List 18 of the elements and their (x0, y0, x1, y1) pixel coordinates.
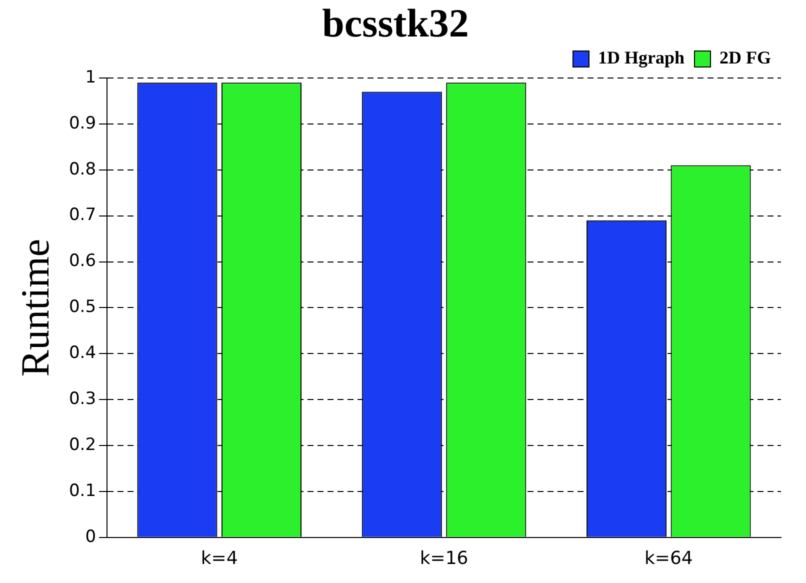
y-tick-label: 0.9 (68, 113, 96, 134)
legend-label: 2D FG (720, 48, 772, 68)
x-tick-label: k=16 (420, 548, 468, 569)
y-tick-label: 0.8 (68, 159, 96, 180)
y-axis-title: Runtime (12, 238, 58, 377)
y-tick-label: 0.1 (68, 480, 96, 501)
y-tick-label: 0.5 (68, 297, 96, 318)
y-tick-label: 0.6 (68, 251, 96, 272)
y-tick-label: 1 (85, 67, 96, 88)
y-tick-label: 0.7 (68, 205, 96, 226)
y-tick-label: 0.2 (68, 434, 96, 455)
y-tick-label: 0.4 (68, 343, 96, 364)
chart-title: bcsstk32 (322, 0, 469, 46)
x-tick-label: k=4 (200, 548, 238, 569)
y-tick-label: 0 (85, 526, 96, 547)
y-tick-label: 0.3 (68, 389, 96, 409)
x-tick-label: k=64 (644, 548, 693, 569)
legend-label: 1D Hgraph (598, 48, 685, 68)
